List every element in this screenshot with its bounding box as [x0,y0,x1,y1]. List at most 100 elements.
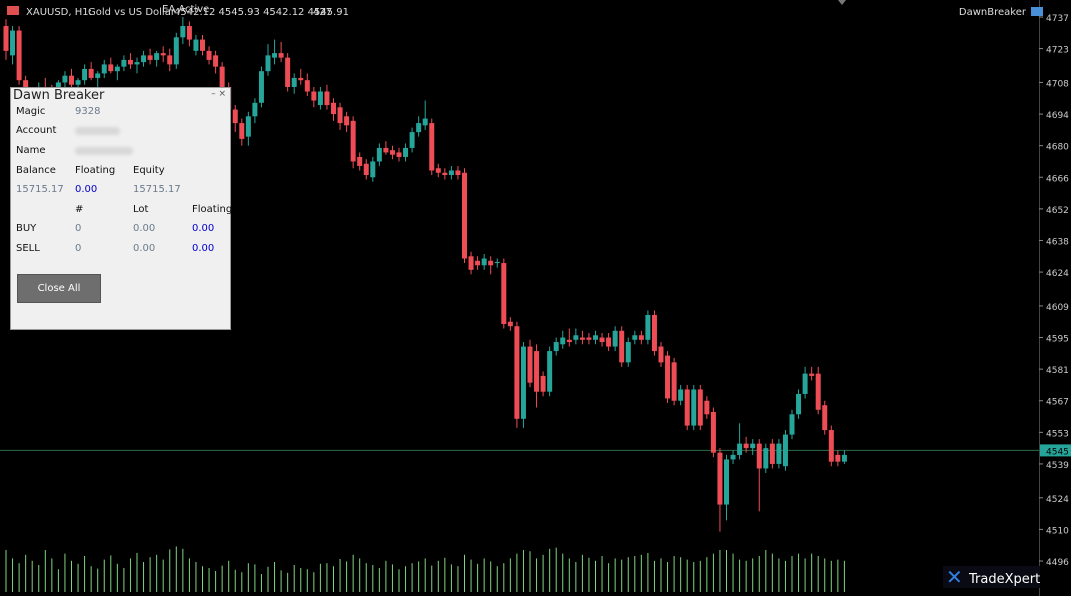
candle-body [560,337,566,345]
candle-body [416,123,422,133]
lot: 0.00 [133,243,156,254]
balance: 15715.17 [16,184,64,195]
candle-body [88,68,94,78]
candle-body [285,57,291,87]
y-tick-label: 4510 [1046,526,1069,536]
candle-body [619,330,625,363]
ea-status: EA Active [162,4,209,15]
candle-body [684,389,690,426]
candle-body [127,59,133,65]
y-tick-label: 4694 [1046,111,1069,121]
y-tick-label: 4609 [1046,303,1069,313]
candle-body [462,172,467,259]
candle-body [586,337,592,340]
ea-name: DawnBreaker [959,7,1027,18]
candle-body [121,59,127,67]
candle-body [566,339,572,343]
candle-body [514,326,520,419]
candle-body [494,261,500,264]
ohlc: 4542.12 4545.93 4542.12 4545.91 [174,7,349,18]
candle-body [232,109,238,124]
candle-body [147,55,153,60]
candle-body [363,163,369,176]
y-tick-label: 4638 [1046,237,1069,247]
col-header: Lot [133,204,149,215]
current-price-label: 4545 [1046,447,1069,457]
candle-body [317,91,323,106]
col-header: Floating [192,204,233,215]
floating-label: Floating [75,165,116,176]
close-all-button[interactable]: Close All [17,274,101,303]
candle-body [435,168,441,173]
candle-body [3,26,9,51]
magic-label: Magic [16,106,46,117]
scroll-marker [838,0,846,5]
candle-body [776,443,782,464]
candle-body [638,335,644,340]
candle-body [704,400,710,415]
count: 0 [75,243,82,254]
candle-body [239,123,245,139]
y-tick-label: 4680 [1046,143,1069,153]
lot: 0.00 [133,223,156,234]
candle-body [304,80,310,92]
floating: 0.00 [75,184,98,195]
name-blurred [75,147,133,155]
candle-body [278,53,284,58]
candle-body [815,373,821,410]
candle-body [612,330,618,347]
candle-body [252,102,258,117]
candle-body [527,346,533,383]
tick-volume: 427 [313,7,332,18]
y-tick-label: 4666 [1046,174,1069,184]
candle-body [357,156,363,166]
candle-body [553,342,559,352]
candle-body [481,258,487,266]
y-tick-label: 4539 [1046,461,1069,471]
candle-body [167,55,173,65]
candle-body [331,102,336,115]
candle-body [200,39,205,51]
candle-body [835,454,841,462]
candle-body [160,53,166,56]
y-tick-label: 4553 [1046,429,1069,439]
candle-body [691,389,697,426]
candle-body [442,172,448,176]
candle-body [769,443,775,464]
candle-body [782,434,788,467]
candle-body [448,170,454,176]
symbol: XAUUSD, H1: [26,7,92,18]
candle-body [697,389,703,426]
row-floating: 0.00 [192,223,215,234]
candle-body [658,346,664,363]
candle-body [403,147,409,157]
count: 0 [75,223,82,234]
candle-body [311,91,317,101]
candle-body [258,71,264,103]
candle-body [488,260,494,266]
row-label: BUY [16,223,37,234]
candle-body [141,55,147,63]
y-tick-label: 4567 [1046,398,1069,408]
candle-body [350,120,356,162]
candle-body [809,373,815,376]
candle-body [645,314,651,340]
candle-body [16,30,22,81]
ea-panel: Dawn Breaker – × Magic 9328 Account Name… [10,87,233,330]
candle-body [828,430,834,462]
candle-body [730,454,736,460]
candle-body [678,389,684,401]
candle-body [501,263,507,324]
candle-body [579,337,585,340]
col-header: # [75,204,84,215]
candle-body [750,443,756,449]
symbol-flag [7,6,19,15]
panel-title: Dawn Breaker [13,88,105,103]
candle-body [540,375,546,392]
candle-body [475,260,481,266]
candle-body [547,351,553,392]
candle-body [625,342,631,363]
candle-body [520,346,526,419]
panel-controls[interactable]: – × [211,89,226,99]
equity-label: Equity [133,165,165,176]
